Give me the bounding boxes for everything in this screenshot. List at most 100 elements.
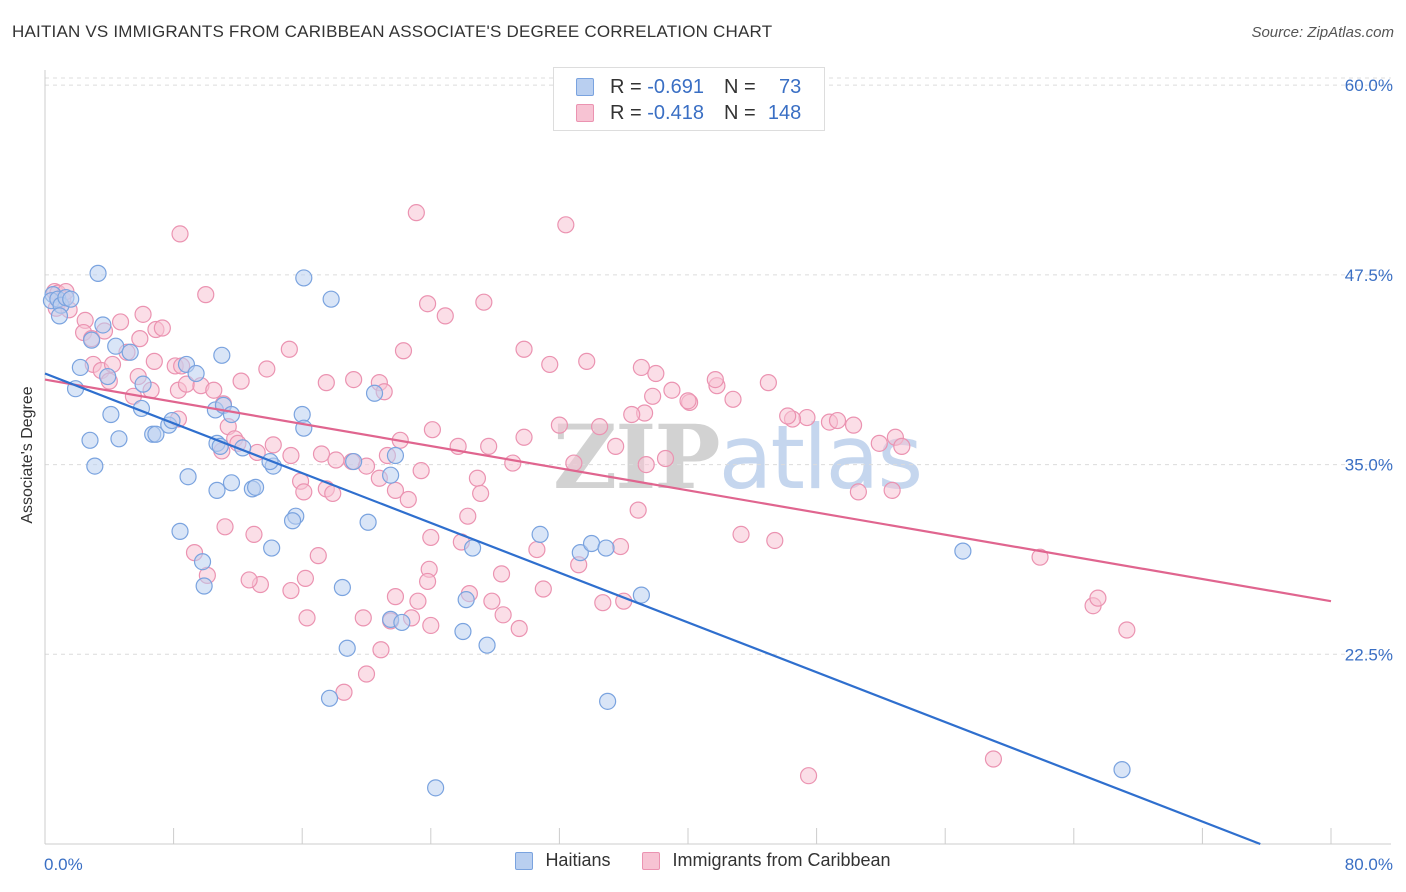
haitian-point bbox=[99, 367, 117, 386]
caribbean-point bbox=[282, 581, 300, 600]
haitians-swatch bbox=[576, 78, 594, 96]
caribbean-point bbox=[240, 571, 258, 589]
y-tick-label: 35.0% bbox=[1345, 456, 1393, 475]
legend-n-value: 148 bbox=[767, 101, 802, 124]
haitian-point bbox=[171, 522, 189, 540]
caribbean-legend-label: Immigrants from Caribbean bbox=[672, 850, 891, 870]
caribbean-point bbox=[409, 592, 427, 610]
haitian-point bbox=[83, 331, 101, 349]
legend-row-caribbean: R = -0.418 N = 148 bbox=[576, 100, 801, 126]
haitian-point bbox=[454, 622, 472, 641]
tick-labels: 22.5% 35.0% 47.5% 60.0% 0.0% 80.0% bbox=[44, 76, 1393, 874]
haitian-point bbox=[86, 457, 104, 475]
y-tick-label: 47.5% bbox=[1345, 266, 1393, 285]
correlation-legend: R = -0.691 N = 73 R = -0.418 N = 148 bbox=[553, 67, 825, 131]
haitian-point bbox=[134, 375, 152, 393]
caribbean-point bbox=[611, 537, 630, 556]
caribbean-point bbox=[468, 469, 487, 487]
haitian-point bbox=[193, 553, 212, 571]
haitian-point bbox=[81, 431, 99, 449]
trend-lines bbox=[44, 372, 1332, 846]
haitian-point bbox=[107, 337, 125, 355]
haitian-point bbox=[582, 534, 601, 553]
grid-layer bbox=[45, 77, 1391, 655]
caribbean-point bbox=[724, 390, 742, 408]
caribbean-point bbox=[171, 225, 189, 243]
legend-r-value: -0.418 bbox=[647, 101, 704, 124]
caribbean-point bbox=[418, 295, 437, 313]
haitian-point bbox=[427, 779, 445, 797]
caribbean-point bbox=[766, 531, 784, 550]
caribbean-point bbox=[357, 665, 376, 683]
haitian-point bbox=[295, 269, 313, 287]
caribbean-point bbox=[870, 434, 888, 452]
haitian-point bbox=[147, 425, 165, 443]
caribbean-point bbox=[386, 588, 405, 606]
caribbean-point bbox=[759, 374, 777, 392]
caribbean-point bbox=[480, 437, 498, 455]
haitian-point bbox=[463, 539, 482, 557]
haitians-legend-swatch bbox=[515, 851, 534, 870]
caribbean-point bbox=[312, 445, 331, 463]
caribbean-point bbox=[656, 449, 675, 468]
legend-r-value: -0.691 bbox=[647, 75, 704, 98]
haitian-point bbox=[208, 481, 226, 499]
haitian-point bbox=[50, 307, 69, 325]
caribbean-point bbox=[578, 352, 596, 370]
legend-item-haitians: Haitians bbox=[515, 850, 610, 871]
caribbean-point bbox=[327, 451, 345, 469]
caribbean-point bbox=[280, 340, 298, 358]
haitian-point bbox=[457, 591, 475, 609]
caribbean-point bbox=[663, 381, 681, 399]
haitian-point bbox=[71, 358, 89, 377]
chart-title: HAITIAN VS IMMIGRANTS FROM CARIBBEAN ASS… bbox=[12, 22, 773, 41]
haitian-points bbox=[42, 264, 1131, 797]
caribbean-point bbox=[607, 437, 625, 455]
caribbean-point bbox=[483, 592, 501, 610]
caribbean-point bbox=[779, 407, 797, 425]
caribbean-point bbox=[798, 408, 816, 427]
caribbean-point bbox=[264, 436, 282, 454]
haitian-point bbox=[102, 405, 120, 424]
caribbean-point bbox=[594, 594, 612, 612]
caribbean-point bbox=[1118, 621, 1136, 639]
caribbean-point bbox=[131, 330, 149, 348]
haitian-point bbox=[393, 613, 411, 632]
caribbean-point bbox=[134, 305, 152, 323]
haitian-point bbox=[62, 290, 80, 308]
haitian-point bbox=[110, 430, 128, 448]
caribbean-point bbox=[407, 204, 425, 222]
caribbean-point bbox=[515, 428, 533, 446]
caribbean-point bbox=[309, 547, 327, 565]
haitian-point bbox=[222, 474, 241, 492]
caribbean-trend-line bbox=[44, 378, 1332, 603]
caribbean-point bbox=[258, 360, 276, 378]
caribbean-point bbox=[472, 484, 490, 503]
haitian-point bbox=[187, 364, 205, 383]
haitian-point bbox=[597, 539, 615, 557]
haitian-point bbox=[478, 636, 496, 654]
haitian-point bbox=[222, 405, 241, 424]
haitian-point bbox=[954, 542, 972, 560]
legend-item-caribbean: Immigrants from Caribbean bbox=[642, 850, 891, 871]
caribbean-point bbox=[298, 609, 316, 627]
y-tick-label: 22.5% bbox=[1345, 645, 1393, 664]
haitian-point bbox=[531, 525, 549, 544]
caribbean-point bbox=[732, 525, 750, 544]
haitian-point bbox=[320, 689, 339, 707]
caribbean-point bbox=[295, 483, 313, 501]
caribbean-point bbox=[679, 392, 697, 410]
caribbean-point bbox=[282, 446, 300, 465]
caribbean-point bbox=[623, 405, 641, 424]
caribbean-point bbox=[632, 358, 650, 377]
caribbean-point bbox=[534, 580, 552, 598]
haitian-point bbox=[571, 544, 589, 562]
haitian-point bbox=[599, 692, 617, 710]
caribbean-point bbox=[418, 572, 437, 591]
caribbean-point bbox=[984, 750, 1003, 768]
haitian-point bbox=[632, 586, 650, 604]
legend-r-label: R = bbox=[610, 101, 648, 124]
haitian-point bbox=[322, 290, 340, 308]
caribbean-legend-swatch bbox=[642, 851, 661, 870]
haitian-point bbox=[283, 512, 302, 530]
